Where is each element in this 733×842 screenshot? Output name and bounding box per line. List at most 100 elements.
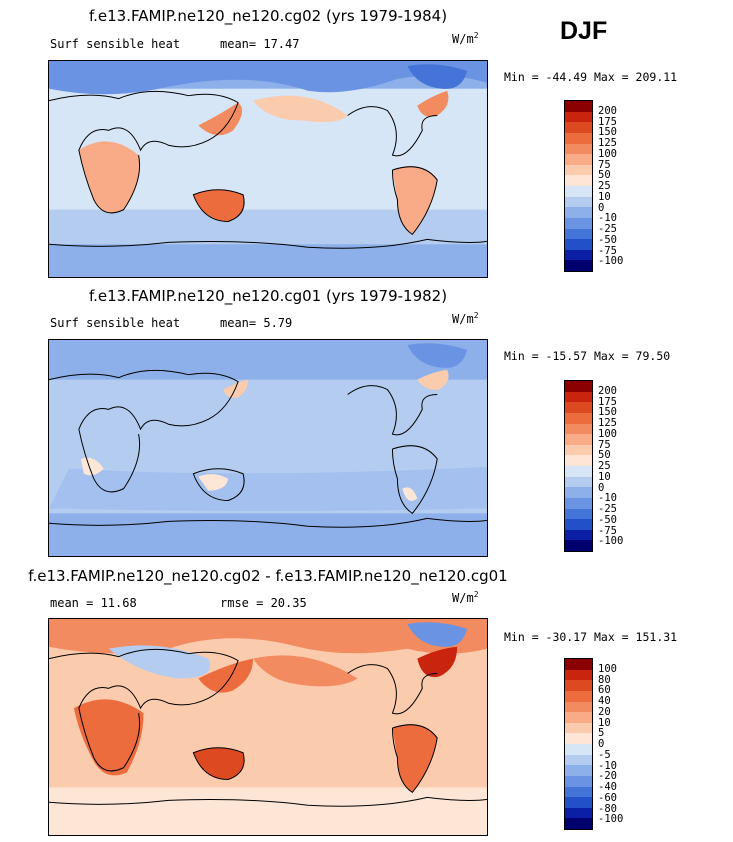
panel-2-colorbar-labels: 200 175 150 125 100 75 50 25 10 0 -10 -2… [598, 380, 668, 552]
colorbar-label: 175 [598, 395, 617, 408]
colorbar-swatch [565, 487, 592, 498]
panel-1-title: f.e13.FAMIP.ne120_ne120.cg02 (yrs 1979-1… [88, 7, 448, 25]
colorbar-swatch [565, 111, 592, 123]
colorbar-swatch [565, 175, 592, 186]
map-africa-south [80, 457, 104, 476]
panel-1-colorbar [564, 100, 593, 272]
colorbar-swatch [565, 775, 592, 787]
map-south-america [392, 166, 438, 235]
colorbar-label: -20 [598, 770, 617, 783]
colorbar-label: -100 [598, 813, 624, 826]
colorbar-swatch [565, 680, 592, 691]
panel-2-variable-label: Surf sensible heat [50, 316, 181, 330]
colorbar-swatch [565, 497, 592, 509]
panel-3-minmax: Min = -30.17 Max = 151.31 [504, 630, 678, 644]
colorbar-swatch [565, 529, 592, 541]
colorbar-swatch [565, 260, 592, 271]
colorbar-swatch [565, 249, 592, 261]
colorbar-swatch [565, 239, 592, 250]
colorbar-swatch [565, 754, 592, 766]
map-greenland [407, 343, 468, 368]
panel-1-minmax: Min = -44.49 Max = 209.11 [504, 70, 678, 84]
colorbar-swatch [565, 228, 592, 240]
colorbar-label: 100 [598, 147, 617, 160]
colorbar-swatch [565, 217, 592, 229]
colorbar-swatch [565, 423, 592, 435]
colorbar-label: -100 [598, 535, 624, 548]
colorbar-swatch [565, 434, 592, 445]
colorbar-label: 25 [598, 180, 611, 192]
panel-2-minmax: Min = -15.57 Max = 79.50 [504, 349, 671, 363]
colorbar-swatch [565, 196, 592, 208]
colorbar-label: 50 [598, 449, 611, 462]
map-greenland [407, 622, 468, 647]
map-gulf-stream [417, 646, 458, 678]
map-australia [198, 474, 229, 491]
panel-3-coastlines [49, 648, 487, 807]
colorbar-label: -25 [598, 223, 617, 235]
colorbar-label: 0 [598, 201, 605, 214]
colorbar-label: 100 [598, 427, 617, 440]
colorbar-swatch [565, 186, 592, 197]
map-africa [73, 699, 144, 776]
map-north-pacific [253, 655, 358, 687]
panel-3-map [48, 618, 488, 836]
colorbar-label: 60 [598, 684, 611, 697]
colorbar-swatch [565, 391, 592, 403]
colorbar-label: 150 [598, 126, 617, 139]
colorbar-swatch [565, 733, 592, 744]
colorbar-label: 5 [598, 727, 605, 740]
colorbar-swatch [565, 444, 592, 456]
colorbar-swatch [565, 765, 592, 776]
map-north-pacific-warm [253, 95, 348, 123]
colorbar-swatch [565, 154, 592, 165]
season-label: DJF [560, 17, 608, 45]
colorbar-label: 0 [598, 481, 605, 494]
colorbar-swatch [565, 744, 592, 755]
colorbar-label: 125 [598, 137, 617, 149]
panel-2-map [48, 339, 488, 557]
panel-2-coastlines [49, 369, 487, 528]
colorbar-label: -100 [598, 255, 624, 268]
map-south-america [392, 724, 438, 793]
colorbar-label: 200 [598, 104, 617, 117]
colorbar-label: -5 [598, 748, 611, 761]
panel-3-colorbar [564, 658, 593, 830]
panel-1-variable-label: Surf sensible heat [50, 37, 181, 51]
colorbar-label: 200 [598, 384, 617, 397]
map-kuroshio [198, 102, 243, 136]
colorbar-label: -10 [598, 212, 617, 225]
panel-3-units: W/m2 [452, 590, 479, 606]
colorbar-label: -60 [598, 791, 617, 804]
colorbar-swatch [565, 476, 592, 488]
panel-3-map-svg [49, 619, 487, 835]
colorbar-swatch [565, 412, 592, 424]
colorbar-swatch [565, 402, 592, 413]
map-north-land-cold [49, 61, 487, 95]
panel-2-units: W/m2 [452, 311, 479, 327]
colorbar-swatch [565, 508, 592, 520]
colorbar-label: 40 [598, 695, 611, 707]
colorbar-swatch [565, 818, 592, 829]
colorbar-label: 0 [598, 738, 605, 750]
colorbar-label: 10 [598, 470, 611, 483]
map-eurasia-cold [108, 645, 211, 679]
colorbar-label: 50 [598, 169, 611, 182]
map-gulf-stream [417, 369, 449, 390]
colorbar-label: -50 [598, 513, 617, 526]
map-south-america-south [402, 487, 418, 501]
map-antarctic-band [49, 513, 487, 556]
colorbar-label: 125 [598, 417, 617, 429]
colorbar-swatch [565, 519, 592, 530]
map-greenland [407, 64, 468, 89]
panel-1-map-svg [49, 61, 487, 277]
colorbar-label: -40 [598, 781, 617, 793]
colorbar-label: 75 [598, 438, 611, 451]
panel-2-map-svg [49, 340, 487, 556]
colorbar-swatch [565, 659, 592, 670]
colorbar-swatch [565, 669, 592, 681]
colorbar-label: -50 [598, 233, 617, 246]
panel-2-title: f.e13.FAMIP.ne120_ne120.cg01 (yrs 1979-1… [88, 287, 448, 305]
colorbar-swatch [565, 132, 592, 144]
colorbar-label: -10 [598, 759, 617, 772]
